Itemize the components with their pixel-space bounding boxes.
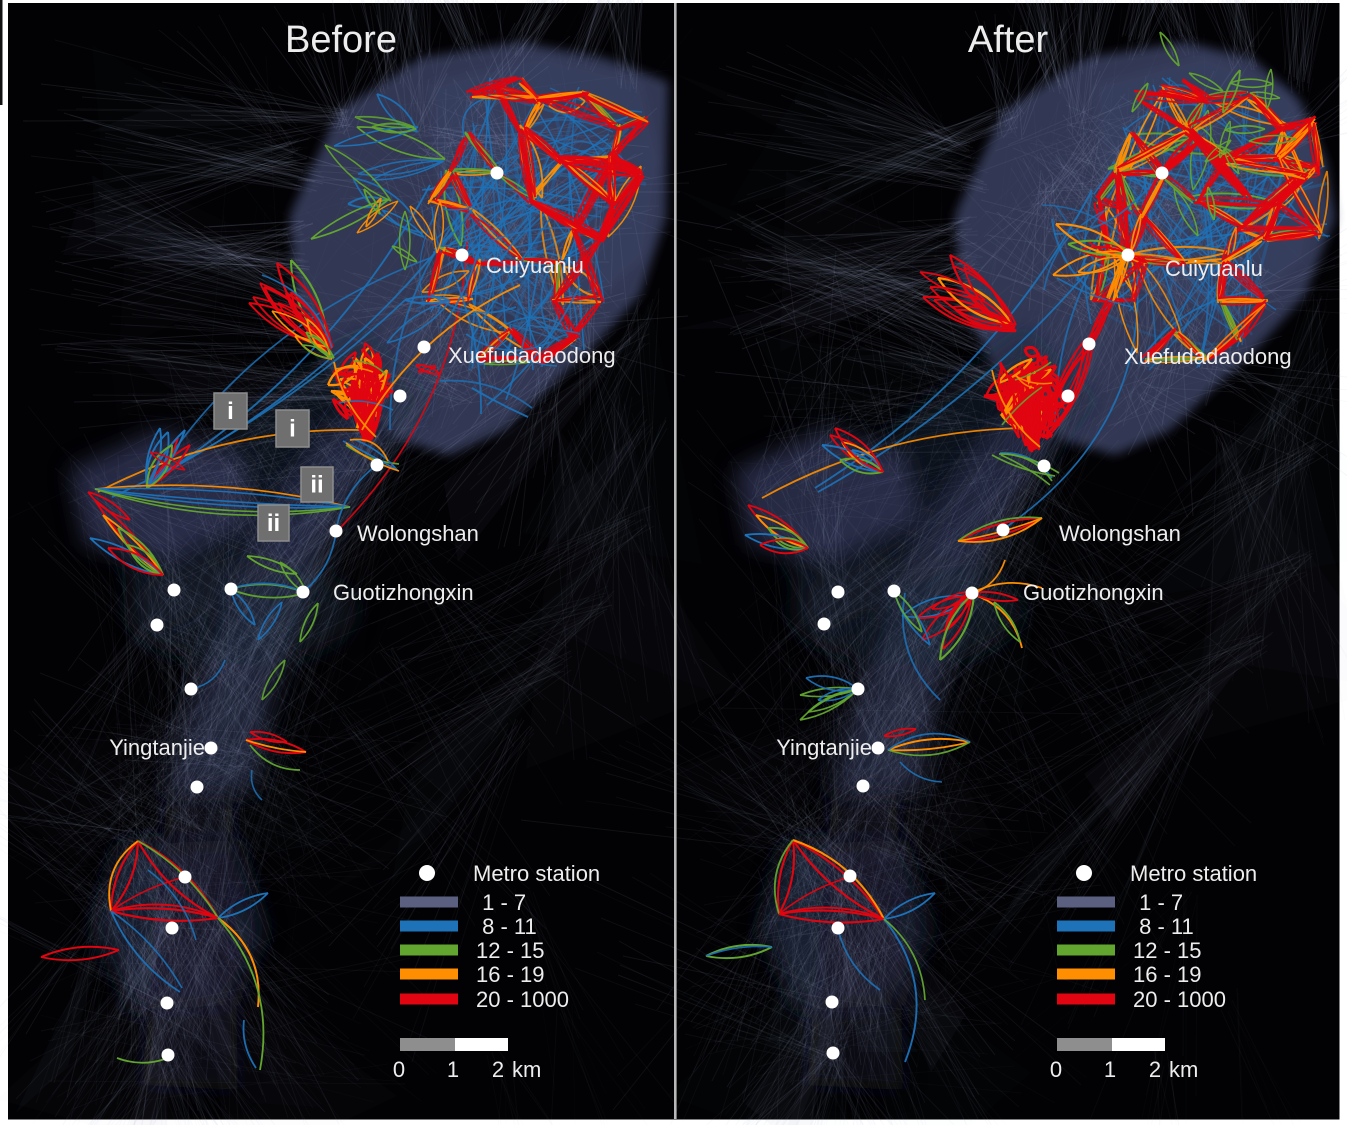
svg-text:Wolongshan: Wolongshan — [1059, 521, 1181, 546]
svg-text:0: 0 — [393, 1057, 405, 1082]
svg-text:Xuefudadaodong: Xuefudadaodong — [1124, 344, 1292, 369]
svg-text:1 - 7: 1 - 7 — [476, 890, 526, 915]
svg-text:Yingtanjie: Yingtanjie — [776, 735, 872, 760]
svg-text:Guotizhongxin: Guotizhongxin — [1023, 580, 1164, 605]
svg-text:8 - 11: 8 - 11 — [476, 914, 537, 939]
svg-text:i: i — [227, 398, 234, 425]
svg-text:16 - 19: 16 - 19 — [1133, 962, 1202, 987]
svg-text:12 - 15: 12 - 15 — [476, 938, 545, 963]
svg-text:Metro station: Metro station — [473, 861, 600, 886]
svg-text:km: km — [512, 1057, 541, 1082]
svg-text:1: 1 — [1104, 1057, 1116, 1082]
svg-text:2: 2 — [1149, 1057, 1161, 1082]
svg-text:12 - 15: 12 - 15 — [1133, 938, 1202, 963]
svg-text:Cuiyuanlu: Cuiyuanlu — [1165, 256, 1263, 281]
svg-text:km: km — [1169, 1057, 1198, 1082]
svg-text:i: i — [289, 416, 296, 443]
svg-text:16 - 19: 16 - 19 — [476, 962, 545, 987]
svg-text:1 - 7: 1 - 7 — [1133, 890, 1183, 915]
svg-text:ii: ii — [267, 510, 280, 537]
svg-text:0: 0 — [1050, 1057, 1062, 1082]
svg-text:Guotizhongxin: Guotizhongxin — [333, 580, 474, 605]
svg-text:Metro station: Metro station — [1130, 861, 1257, 886]
svg-text:ii: ii — [310, 472, 323, 499]
svg-text:Xuefudadaodong: Xuefudadaodong — [448, 343, 616, 368]
svg-text:8 - 11: 8 - 11 — [1133, 914, 1194, 939]
svg-text:2: 2 — [492, 1057, 504, 1082]
svg-text:20 - 1000: 20 - 1000 — [476, 987, 569, 1012]
svg-text:After: After — [968, 19, 1049, 61]
svg-text:Before: Before — [285, 19, 397, 61]
svg-text:Cuiyuanlu: Cuiyuanlu — [486, 253, 584, 278]
svg-text:Wolongshan: Wolongshan — [357, 521, 479, 546]
svg-text:1: 1 — [447, 1057, 459, 1082]
svg-text:20 - 1000: 20 - 1000 — [1133, 987, 1226, 1012]
svg-text:Yingtanjie: Yingtanjie — [109, 735, 205, 760]
